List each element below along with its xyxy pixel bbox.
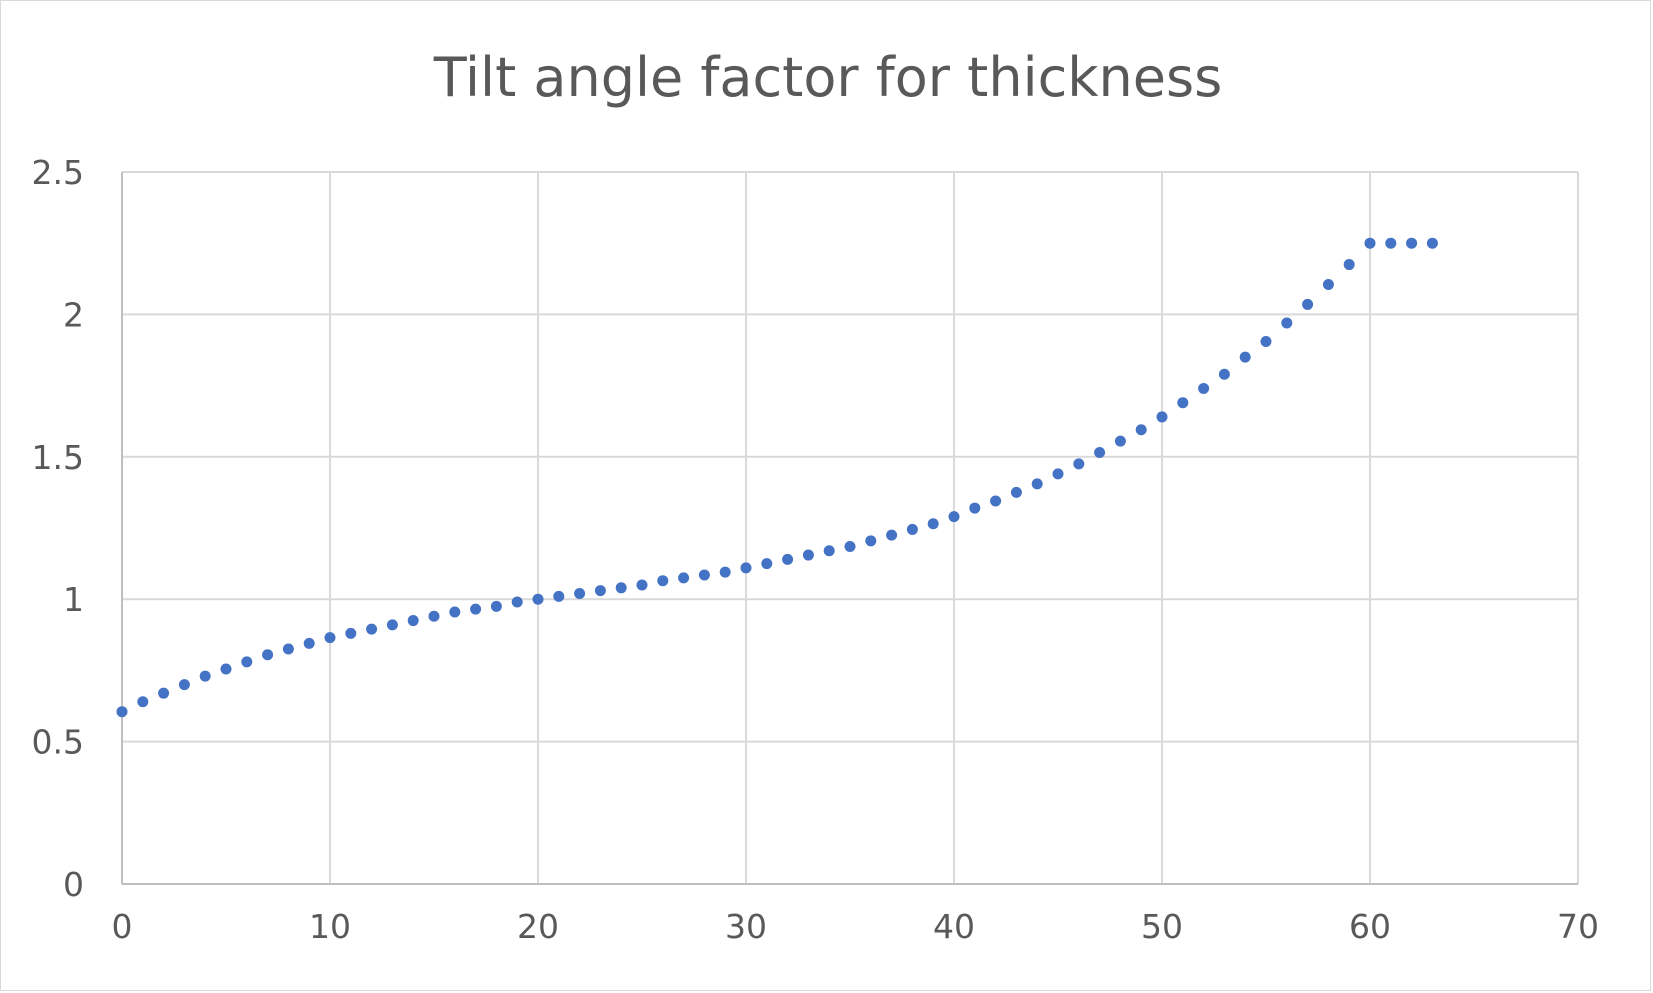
data-point <box>574 588 586 600</box>
data-point <box>1010 486 1022 498</box>
y-tick-label: 0 <box>63 865 84 904</box>
data-point <box>1302 298 1314 310</box>
data-point <box>220 663 232 675</box>
data-point <box>137 696 149 708</box>
data-point <box>511 596 523 608</box>
y-tick-label: 0.5 <box>32 723 84 762</box>
data-point <box>407 615 419 627</box>
data-point <box>594 585 606 597</box>
data-point <box>1031 478 1043 490</box>
data-point <box>678 572 690 584</box>
data-point <box>199 670 211 682</box>
data-point <box>1239 351 1251 363</box>
data-point <box>1073 458 1085 470</box>
data-point <box>1156 411 1168 423</box>
data-point <box>698 569 710 581</box>
data-point <box>1343 259 1355 271</box>
data-point <box>1177 397 1189 409</box>
data-point <box>470 603 482 615</box>
x-tick-label: 50 <box>1141 907 1183 946</box>
data-point <box>262 649 274 661</box>
x-tick-label: 30 <box>725 907 767 946</box>
x-tick-label: 0 <box>112 907 133 946</box>
data-point <box>844 541 856 553</box>
data-point <box>241 656 253 668</box>
data-point <box>906 523 918 535</box>
data-point <box>303 637 315 649</box>
data-point <box>865 535 877 547</box>
data-point <box>802 549 814 561</box>
chart-title: Tilt angle factor for thickness <box>433 46 1223 109</box>
data-point <box>324 632 336 644</box>
grid-lines <box>122 171 1579 884</box>
data-point <box>823 545 835 557</box>
data-point <box>886 529 898 541</box>
data-point <box>345 627 357 639</box>
x-tick-label: 20 <box>517 907 559 946</box>
data-point <box>990 495 1002 507</box>
data-point <box>428 610 440 622</box>
data-point <box>615 582 627 594</box>
data-point <box>1322 278 1334 290</box>
data-point <box>178 679 190 691</box>
data-point <box>782 553 794 565</box>
x-tick-label: 70 <box>1557 907 1599 946</box>
data-point <box>1052 468 1064 480</box>
y-tick-label: 1 <box>63 580 84 619</box>
data-point <box>1198 382 1210 394</box>
data-point <box>636 579 648 591</box>
y-tick-label: 2 <box>63 295 84 334</box>
data-points <box>116 237 1438 718</box>
x-tick-label: 10 <box>309 907 351 946</box>
data-point <box>490 600 502 612</box>
data-point <box>761 558 773 570</box>
data-point <box>1218 368 1230 380</box>
data-point <box>657 575 669 587</box>
tick-labels: 0 10 20 30 40 50 60 70 0 0.5 1 1.5 2 2.5 <box>32 153 1599 946</box>
data-point <box>948 511 960 523</box>
data-point <box>1281 317 1293 329</box>
data-point <box>1406 237 1418 249</box>
data-point <box>386 619 398 631</box>
data-point <box>1364 237 1376 249</box>
data-point <box>282 643 294 655</box>
x-tick-label: 60 <box>1349 907 1391 946</box>
data-point <box>969 502 981 514</box>
data-point <box>116 706 128 718</box>
data-point <box>532 593 544 605</box>
data-point <box>158 687 170 699</box>
data-point <box>1426 237 1438 249</box>
data-point <box>553 590 565 602</box>
data-point <box>927 518 939 530</box>
data-point <box>366 623 378 635</box>
data-point <box>1385 237 1397 249</box>
y-tick-label: 2.5 <box>32 153 84 192</box>
data-point <box>719 566 731 578</box>
data-point <box>1260 335 1272 347</box>
y-tick-label: 1.5 <box>32 438 84 477</box>
data-point <box>1094 447 1106 459</box>
data-point <box>740 562 752 574</box>
data-point <box>1135 424 1147 436</box>
x-tick-label: 40 <box>933 907 975 946</box>
data-point <box>1114 435 1126 447</box>
axes <box>121 172 1578 885</box>
data-point <box>449 606 461 618</box>
